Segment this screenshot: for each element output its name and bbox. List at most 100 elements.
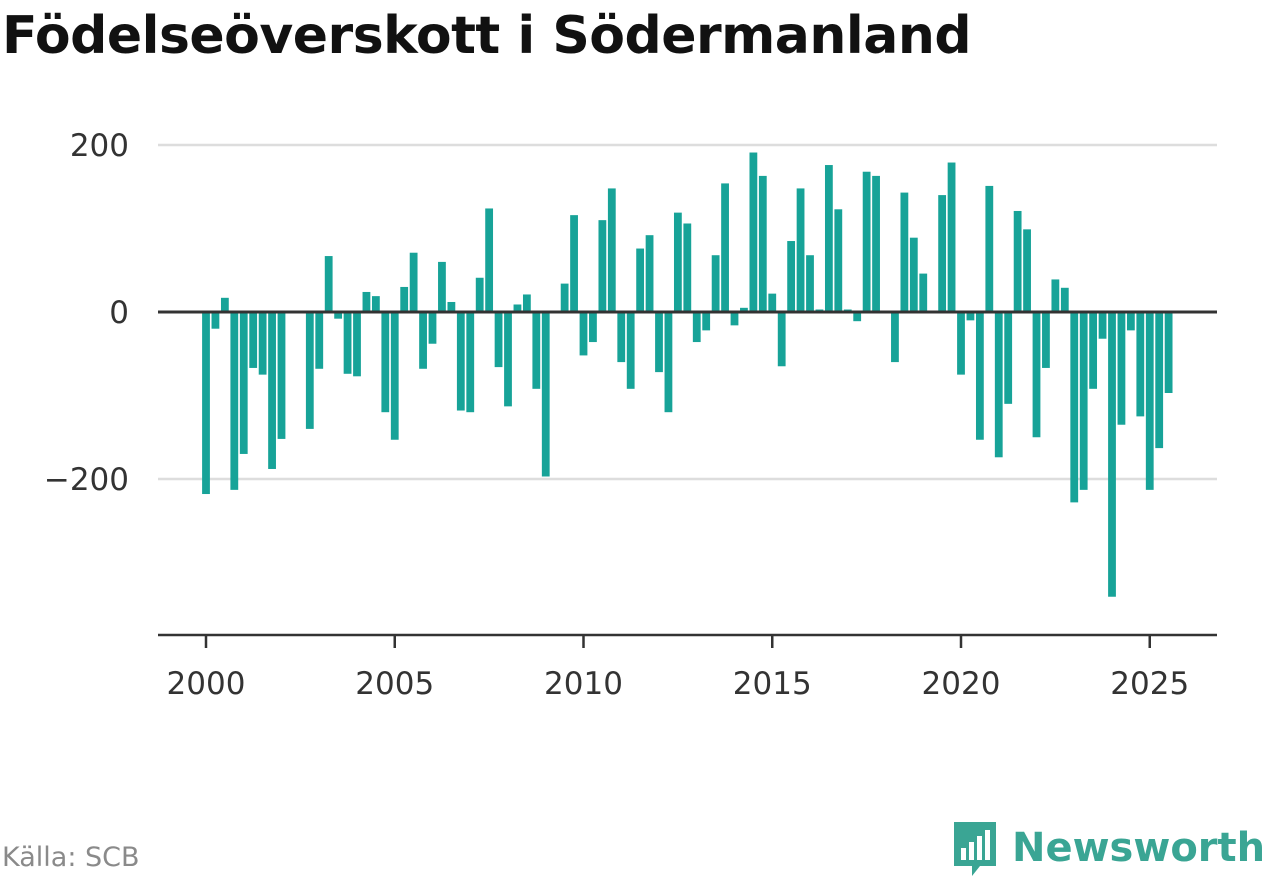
- bar: [909, 237, 918, 312]
- bar: [900, 192, 909, 312]
- bar: [334, 312, 343, 319]
- bar: [541, 312, 550, 477]
- y-tick-label: −200: [44, 462, 129, 498]
- bar: [645, 235, 654, 312]
- bar: [1117, 312, 1126, 425]
- grid-lines: [158, 143, 1217, 481]
- bar: [1032, 312, 1041, 438]
- bar: [1089, 312, 1098, 389]
- bar: [985, 185, 994, 312]
- bar: [891, 312, 899, 363]
- brand-logo: Newsworthy: [950, 818, 1262, 878]
- bar: [324, 256, 333, 312]
- bar: [607, 188, 616, 312]
- bar: [673, 212, 682, 312]
- bar: [1155, 312, 1164, 449]
- bar-chart-speech-bubble-icon: [954, 822, 996, 876]
- bar: [494, 312, 503, 368]
- bar: [277, 312, 286, 439]
- bar: [947, 162, 956, 312]
- x-tick-label: 2025: [1110, 666, 1189, 702]
- bar: [504, 312, 512, 407]
- bar: [390, 312, 399, 440]
- bar: [409, 252, 418, 312]
- bar: [626, 312, 635, 389]
- bar: [938, 195, 947, 312]
- bars: [202, 152, 1173, 597]
- bar: [768, 293, 777, 312]
- bar: [447, 301, 456, 312]
- axes: [158, 310, 1217, 648]
- bar: [862, 171, 871, 312]
- bar: [966, 312, 975, 321]
- bar: [456, 312, 465, 411]
- bar: [362, 291, 371, 312]
- bar: [258, 312, 267, 375]
- bar: [268, 312, 276, 469]
- bar: [428, 312, 437, 344]
- bar: [239, 312, 248, 454]
- bar: [532, 312, 541, 389]
- x-tick-label: 2000: [167, 666, 246, 702]
- bar: [400, 286, 409, 312]
- bar: [343, 312, 352, 374]
- bar: [721, 183, 729, 312]
- bar: [702, 312, 711, 331]
- bar: [1060, 287, 1069, 312]
- bar: [1098, 312, 1107, 339]
- chart-title: Födelseöverskott i Södermanland: [2, 6, 972, 66]
- brand-name: Newsworthy: [1012, 825, 1262, 871]
- bar: [466, 312, 475, 413]
- bar: [1013, 210, 1022, 312]
- bar: [220, 297, 229, 312]
- bar: [1145, 312, 1154, 490]
- y-tick-label: 200: [70, 128, 129, 164]
- bar: [315, 312, 324, 369]
- bar: [796, 188, 805, 312]
- bar: [1004, 312, 1013, 404]
- bar: [371, 296, 380, 312]
- bar: [589, 312, 597, 343]
- bar: [758, 175, 767, 312]
- bar: [1126, 312, 1135, 331]
- bar: [1042, 312, 1050, 368]
- bar: [806, 255, 814, 312]
- bar: [419, 312, 427, 369]
- bar: [1108, 312, 1116, 597]
- bar: [617, 312, 626, 363]
- bar: [664, 312, 673, 413]
- bar: [975, 312, 984, 440]
- bar: [249, 312, 258, 368]
- bar: [211, 312, 220, 329]
- bar: [1164, 312, 1173, 393]
- bar: [230, 312, 239, 490]
- bar: [919, 273, 928, 312]
- x-tick-label: 2015: [733, 666, 812, 702]
- bar: [655, 312, 663, 373]
- x-tick-label: 2005: [355, 666, 434, 702]
- bar: [834, 209, 843, 312]
- bar: [749, 152, 758, 312]
- bar: [740, 307, 748, 312]
- bar: [853, 312, 862, 322]
- bar: [438, 261, 446, 312]
- bar: [994, 312, 1003, 458]
- bar: [683, 223, 692, 312]
- bar: [692, 312, 701, 343]
- bar: [636, 248, 645, 312]
- bar: [1136, 312, 1145, 417]
- bar: [872, 175, 880, 312]
- source-note: Källa: SCB: [2, 842, 140, 873]
- bar: [513, 304, 522, 312]
- bar: [730, 312, 739, 326]
- bar: [1051, 279, 1060, 312]
- bar: [1070, 312, 1079, 503]
- bar: [957, 312, 965, 375]
- bar: [570, 215, 578, 312]
- bar: [777, 312, 786, 367]
- bar: [1023, 229, 1031, 312]
- bar: [202, 312, 210, 495]
- bar: [305, 312, 314, 429]
